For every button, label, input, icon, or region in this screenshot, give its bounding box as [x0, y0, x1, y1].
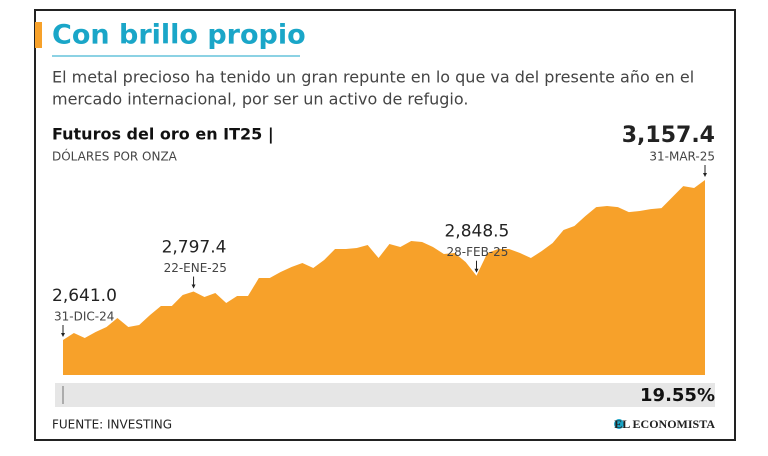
subtitle-line: El metal precioso ha tenido un gran repu… [52, 68, 694, 87]
pointer-head [61, 333, 65, 337]
value-label: 2,797.4 [162, 238, 227, 258]
value-label: 3,157.4 [622, 123, 715, 148]
pointer-head [703, 173, 707, 177]
brand: EL ECONOMISTA [614, 417, 715, 431]
date-label: 28-FEB-25 [446, 245, 508, 259]
title-accent [35, 22, 42, 48]
pointer-head [191, 284, 196, 289]
date-label: 31-DIC-24 [54, 310, 114, 324]
change-label: 19.55% [640, 385, 715, 406]
subtitle-line: mercado internacional, por ser un activo… [52, 90, 468, 109]
source: FUENTE: INVESTING [52, 418, 172, 432]
date-label: 31-MAR-25 [649, 150, 715, 164]
date-label: 22-ENE-25 [164, 261, 227, 275]
value-label: 2,641.0 [52, 286, 117, 306]
chart-subtitle: DÓLARES POR ONZA [52, 149, 178, 164]
change-track [55, 383, 715, 407]
area [63, 180, 705, 375]
title: Con brillo propio [52, 20, 306, 51]
value-label: 2,848.5 [444, 222, 509, 242]
chart-title: Futuros del oro en IT25 | [52, 125, 274, 145]
brand-logo [614, 419, 624, 429]
pointer-head [474, 268, 479, 273]
